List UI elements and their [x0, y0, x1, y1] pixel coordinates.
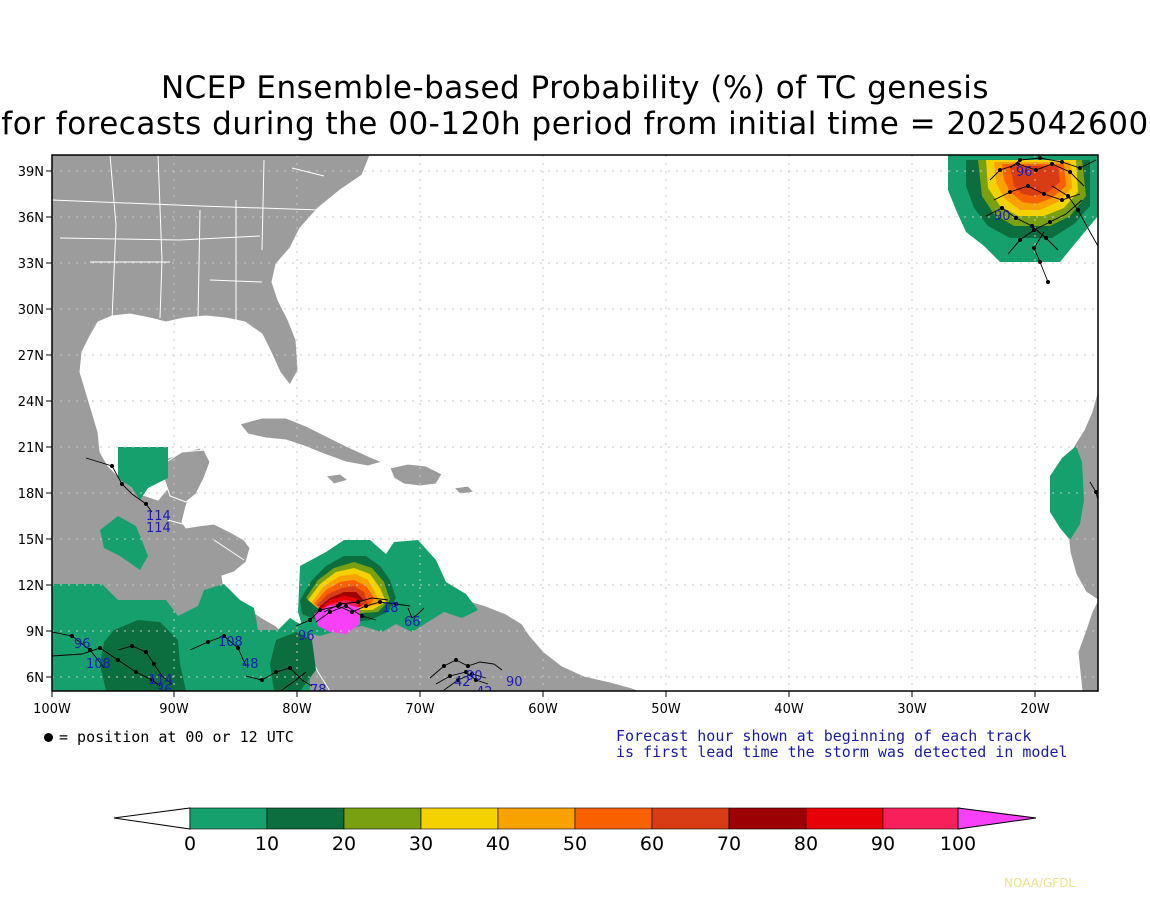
colorbar-tick: 90 [871, 833, 895, 855]
track-label: 114 [146, 509, 171, 524]
lon-label: 90W [159, 702, 189, 717]
colorbar-bin [497, 807, 576, 830]
puerto-rico [452, 485, 476, 495]
credit-label: NOAA/GFDL [1004, 876, 1076, 890]
prob-0-10-west-africa [1050, 446, 1084, 540]
lon-label: 50W [651, 702, 681, 717]
prob-0-10-yucatan-south [100, 516, 148, 570]
lat-label: 30N [18, 303, 44, 318]
colorbar-tick: 100 [940, 833, 976, 855]
colorbar-tick-labels: 0 10 20 30 40 50 60 70 80 90 100 [184, 833, 976, 855]
colorbar-bin [882, 807, 961, 830]
map-frame [51, 154, 1099, 692]
lat-label: 24N [18, 395, 44, 410]
colorbar-bin [343, 807, 422, 830]
lon-label: 20W [1020, 702, 1050, 717]
track-label: 36 [156, 683, 173, 698]
track-label: 18 [382, 601, 399, 616]
lon-label: 40W [774, 702, 804, 717]
position-legend: = position at 00 or 12 UTC [44, 728, 294, 746]
lat-label: 39N [18, 165, 44, 180]
map-subtitle: for forecasts during the 00-120h period … [1, 106, 1149, 142]
lon-label: 80W [282, 702, 312, 717]
colorbar-tick: 30 [409, 833, 433, 855]
map-area: 114 114 96 108 108 48 114 36 96 78 108 1… [52, 155, 1098, 706]
colorbar-tick: 50 [563, 833, 587, 855]
track-label: 96 [74, 637, 91, 652]
genesis-probability-shading [52, 155, 1098, 691]
lat-label: 6N [26, 671, 44, 686]
track-label: 114 [148, 673, 173, 688]
track-label: 96 [1016, 165, 1033, 180]
colorbar-bin [805, 807, 884, 830]
position-legend-text: = position at 00 or 12 UTC [59, 728, 294, 746]
prob-10-20-eastern-pacific [100, 620, 186, 691]
track-label: 90 [994, 209, 1011, 224]
forecast-note-line2: is first lead time the storm was detecte… [616, 743, 1068, 761]
colorbar-tick: 70 [717, 833, 741, 855]
map-title: NCEP Ensemble-based Probability (%) of T… [160, 70, 990, 106]
lon-label: 30W [897, 702, 927, 717]
lon-label: 60W [528, 702, 558, 717]
cuba [239, 417, 384, 467]
colorbar [113, 807, 1037, 830]
colorbar-tick: 20 [332, 833, 356, 855]
track-label: 90 [506, 675, 523, 690]
jamaica [324, 473, 350, 485]
axis-ticks [46, 170, 1036, 697]
lon-label: 70W [405, 702, 435, 717]
track-hour-labels: 114 114 96 108 108 48 114 36 96 78 108 1… [74, 165, 1033, 706]
colorbar-tick: 80 [794, 833, 818, 855]
colorbar-tick: 60 [640, 833, 664, 855]
track-label: 96 [298, 629, 315, 644]
colorbar-bin [651, 807, 730, 830]
lat-label: 33N [18, 257, 44, 272]
colorbar-bin [574, 807, 653, 830]
track-label: 108 [86, 657, 111, 672]
prob-10-20-panama [270, 632, 316, 691]
latitude-labels: 39N 36N 33N 30N 27N 24N 21N 18N 15N 12N … [18, 165, 44, 686]
storm-track-positions [70, 156, 1098, 682]
colorbar-tick: 40 [486, 833, 510, 855]
hispaniola [389, 463, 443, 487]
yucatan [159, 449, 211, 503]
colorbar-bin [266, 807, 345, 830]
colorbar-above-triangle [957, 807, 1037, 830]
forecast-note-line1: Forecast hour shown at beginning of each… [616, 727, 1032, 745]
track-label: 42 [476, 685, 493, 700]
colorbar-bin [728, 807, 807, 830]
position-dot-icon [44, 733, 53, 742]
lat-lon-grid [52, 155, 1098, 691]
lat-label: 15N [18, 533, 44, 548]
forecast-note: Forecast hour shown at beginning of each… [616, 728, 1068, 760]
colorbar-bin [189, 807, 268, 830]
track-label: 66 [404, 615, 421, 630]
lat-label: 27N [18, 349, 44, 364]
colorbar-bin [420, 807, 499, 830]
track-label: 90 [466, 669, 483, 684]
africa-lower [1077, 599, 1098, 691]
track-label: 114 [146, 521, 171, 536]
track-label: 108 [218, 635, 243, 650]
lat-label: 9N [26, 625, 44, 640]
lat-label: 18N [18, 487, 44, 502]
lat-label: 12N [18, 579, 44, 594]
colorbar-tick: 0 [184, 833, 196, 855]
longitude-labels: 100W 90W 80W 70W 60W 50W 40W 30W 20W [33, 702, 1050, 717]
track-label: 48 [242, 657, 259, 672]
lon-label: 100W [33, 702, 71, 717]
track-label: 108 [316, 691, 341, 706]
colorbar-below-triangle [113, 807, 191, 830]
lat-label: 36N [18, 211, 44, 226]
lat-label: 21N [18, 441, 44, 456]
colorbar-tick: 10 [255, 833, 279, 855]
track-label: 42 [454, 675, 471, 690]
political-borders [52, 155, 325, 601]
track-label: 78 [310, 683, 327, 698]
prob-0-10-gulf-of-mexico-area [118, 447, 168, 500]
